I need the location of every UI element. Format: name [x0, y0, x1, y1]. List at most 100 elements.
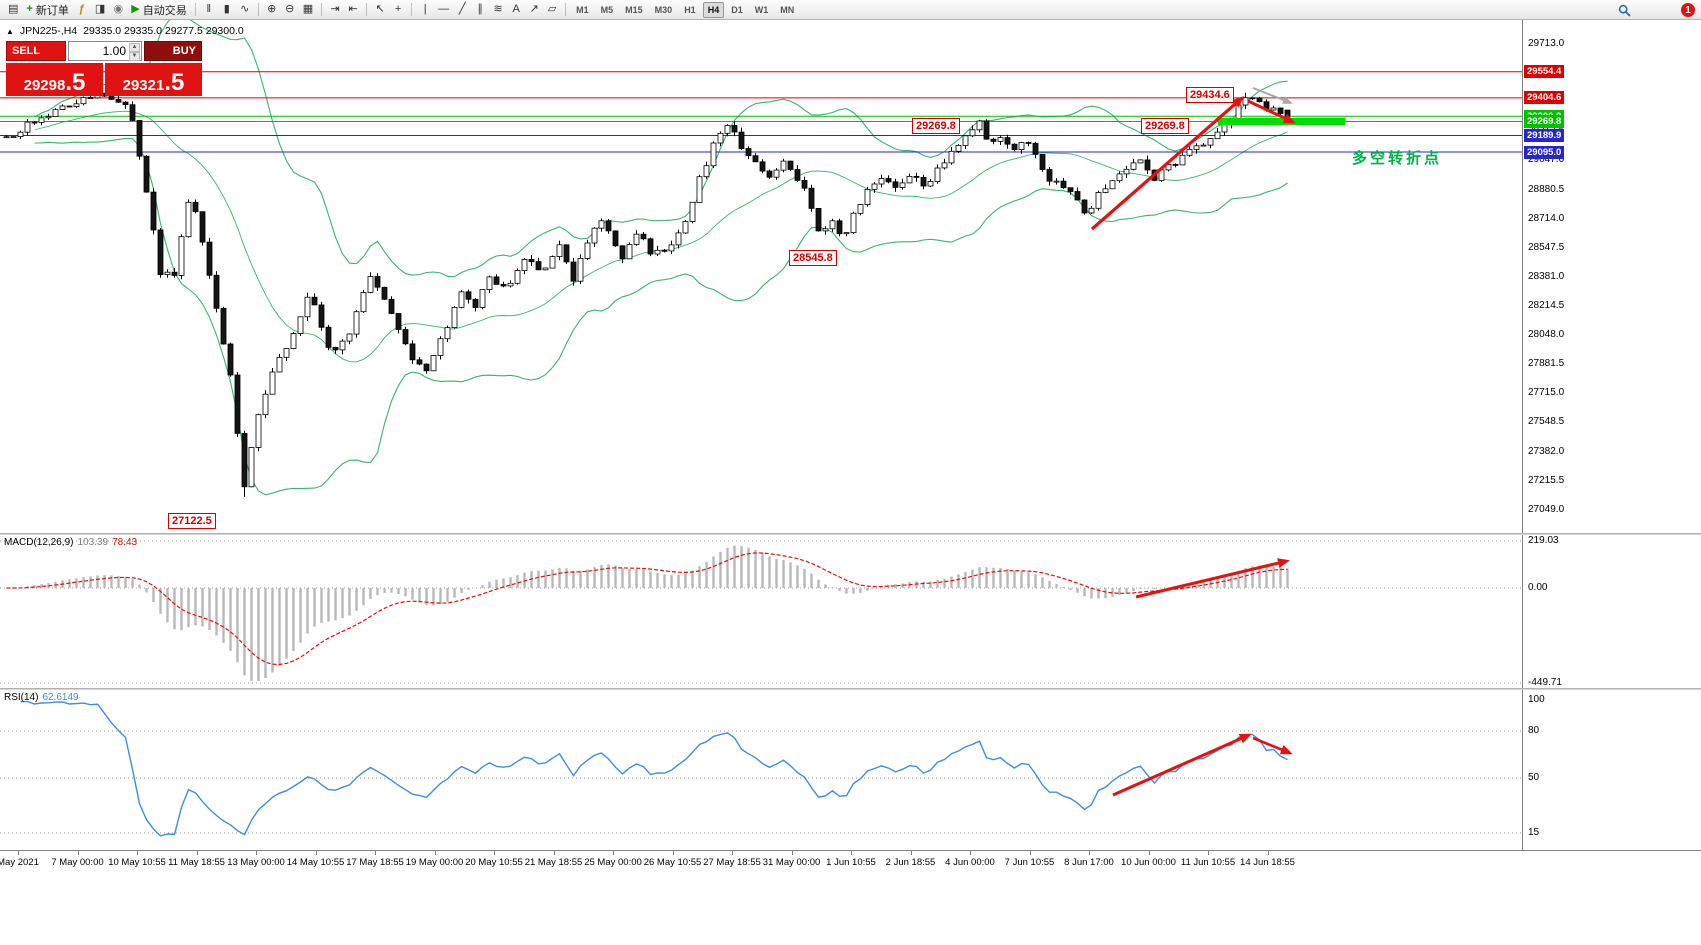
timeframe-mn[interactable]: MN — [780, 4, 795, 15]
time-tick — [851, 851, 852, 855]
alerts-icon[interactable]: ◉ — [109, 1, 127, 19]
tile-windows-icon[interactable]: ▦ — [299, 1, 317, 19]
macd-axis-label: -449.71 — [1528, 677, 1562, 688]
trend-arrow[interactable] — [1247, 99, 1296, 124]
alerts-icon: ◉ — [113, 3, 124, 15]
candlestick-chart-icon[interactable]: ▮ — [218, 1, 236, 19]
trend-arrow[interactable] — [1135, 558, 1290, 599]
sell-price-tile[interactable]: 29298.5 — [6, 63, 103, 96]
buy-price-tile[interactable]: 29321.5 — [105, 63, 202, 96]
toolbar-right: 1 — [1614, 0, 1695, 20]
chart-window-icon[interactable]: ▤ — [4, 1, 22, 19]
rsi-panel[interactable] — [0, 700, 1522, 837]
timeframe-m1[interactable]: M1 — [576, 4, 589, 15]
sell-price: 29298 — [23, 77, 66, 94]
cursor-icon[interactable]: ↖ — [371, 1, 389, 19]
macd-label: MACD(12,26,9) 103.39 78.43 — [4, 537, 137, 548]
line-chart-icon[interactable]: ∿ — [236, 1, 254, 19]
volume-stepper[interactable]: ▲ ▼ — [129, 43, 140, 61]
new-order-icon: + — [26, 3, 33, 15]
time-label: 11 Jun 10:55 — [1180, 857, 1236, 868]
zoom-in-icon: ⊕ — [267, 3, 277, 15]
price-line-label: 29189.9 — [1524, 128, 1565, 142]
collapse-icon[interactable]: ▲ — [6, 26, 14, 36]
macd-value-main: 103.39 — [77, 537, 109, 548]
notification-badge[interactable]: 1 — [1681, 3, 1695, 17]
sell-button[interactable]: SELL — [6, 41, 66, 61]
zoom-in-icon[interactable]: ⊕ — [263, 1, 281, 19]
time-label: 7 May 00:00 — [51, 857, 104, 868]
time-label: 31 May 00:00 — [762, 857, 821, 868]
horizontal-line-icon[interactable]: — — [434, 1, 453, 19]
price-tick: 27049.0 — [1528, 503, 1565, 515]
price-callout[interactable]: 29434.6 — [1186, 87, 1234, 103]
time-label: May 2021 — [0, 857, 39, 868]
chart-shift-icon[interactable]: ⇤ — [344, 1, 362, 19]
text-icon[interactable]: A — [507, 1, 525, 19]
shapes-icon[interactable]: ▱ — [543, 1, 561, 19]
timeframe-d1[interactable]: D1 — [731, 4, 743, 15]
arrow-tool-icon: ↗ — [529, 3, 539, 15]
buy-price-frac: .5 — [164, 68, 185, 96]
trend-arrow[interactable] — [1090, 96, 1245, 231]
profiles-icon[interactable]: ◨ — [91, 1, 109, 19]
toolbar-groups: ▤ + 新订单 ƒ ◨ ◉ ▶ 自动交易 ‖ ▮ ∿ ⊕ ⊖ ▦ ⇥ ⇤ ↖ + | — ╱ ∥ ≋ A ↗ ▱ — [4, 0, 561, 19]
trend-arrow[interactable] — [1112, 733, 1252, 797]
auto-scroll-icon[interactable]: ⇥ — [326, 1, 344, 19]
vertical-line-icon[interactable]: | — [416, 1, 434, 19]
macd-panel[interactable] — [0, 540, 1522, 684]
panel-separator[interactable] — [0, 688, 1701, 690]
indicators-icon[interactable]: ƒ — [73, 1, 91, 19]
rsi-axis-label: 100 — [1528, 694, 1545, 705]
fibonacci-icon[interactable]: ≋ — [489, 1, 507, 19]
price-callout[interactable]: 28545.8 — [789, 250, 837, 266]
arrow-tool-icon[interactable]: ↗ — [525, 1, 543, 19]
search-icon[interactable] — [1614, 1, 1635, 19]
timeframe-h4[interactable]: H4 — [702, 1, 725, 18]
timeframe-h1[interactable]: H1 — [684, 4, 696, 15]
crosshair-icon[interactable]: + — [389, 1, 407, 19]
timeframe-m15[interactable]: M15 — [625, 4, 643, 15]
volume-down-icon[interactable]: ▼ — [129, 52, 140, 61]
trendline-icon[interactable]: ╱ — [453, 1, 471, 19]
price-panel[interactable] — [0, 15, 1522, 497]
highlight-green-bar[interactable] — [1218, 118, 1345, 125]
time-label: 10 May 10:55 — [108, 857, 166, 868]
indicators-icon: ƒ — [78, 3, 85, 15]
trade-panel-prices: 29298.5 29321.5 — [6, 63, 202, 96]
macd-axis-label: 219.03 — [1528, 535, 1559, 546]
price-callout[interactable]: 29269.8 — [1141, 118, 1189, 134]
trend-arrow[interactable] — [1252, 87, 1293, 104]
price-callout[interactable]: 27122.5 — [168, 513, 216, 529]
horizontal-line-icon: — — [438, 3, 450, 15]
price-tick: 28381.0 — [1528, 270, 1565, 282]
zoom-out-icon[interactable]: ⊖ — [281, 1, 299, 19]
trend-arrow[interactable] — [1252, 736, 1293, 755]
time-axis[interactable]: May 2021 7 May 00:00 10 May 10:55 11 May 18… — [0, 850, 1701, 872]
timeframe-bar: M1 M5 M15 M30 H1 H4 D1 W1 MN — [570, 1, 800, 18]
price-callout[interactable]: 29269.8 — [912, 118, 960, 134]
time-label: 4 Jun 00:00 — [945, 857, 995, 868]
volume-input[interactable] — [69, 42, 141, 60]
buy-button[interactable]: BUY — [144, 41, 202, 61]
time-tick — [1089, 851, 1090, 855]
timeframe-w1[interactable]: W1 — [754, 4, 769, 15]
time-tick — [434, 851, 436, 855]
auto-trading-button[interactable]: ▶ 自动交易 — [127, 1, 190, 19]
vertical-line-icon: | — [423, 3, 427, 15]
timeframe-m30[interactable]: M30 — [654, 4, 673, 15]
new-order-button[interactable]: + 新订单 — [22, 1, 72, 19]
chart-text-annotation[interactable]: 多空转折点 — [1352, 150, 1443, 167]
time-label: 25 May 00:00 — [584, 857, 642, 868]
volume-input-wrap: ▲▼ — [68, 41, 142, 61]
panel-separator[interactable] — [0, 533, 1701, 535]
price-axis[interactable]: 29713.029546.529380.029213.529047.028880… — [1522, 20, 1701, 850]
channel-icon[interactable]: ∥ — [471, 1, 489, 19]
macd-value-signal: 78.43 — [112, 537, 138, 548]
bollinger-middle-band — [34, 110, 1288, 363]
timeframe-m5[interactable]: M5 — [600, 4, 614, 15]
bar-chart-icon[interactable]: ‖ — [200, 1, 218, 19]
volume-up-icon[interactable]: ▲ — [129, 43, 140, 52]
auto-trading-icon: ▶ — [131, 3, 140, 15]
